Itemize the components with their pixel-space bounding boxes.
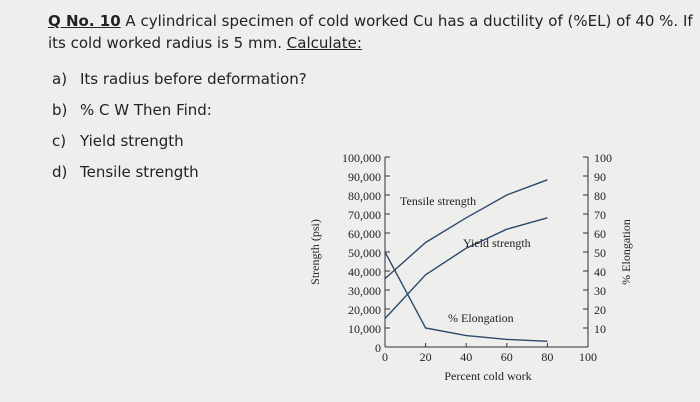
y2-tick-label: 70 <box>594 208 606 222</box>
x-axis-label: Percent cold work <box>444 369 531 383</box>
marker: d) <box>52 163 68 181</box>
x-tick-label: 0 <box>382 350 388 364</box>
y2-tick-label: 30 <box>594 284 606 298</box>
item: b) % C W Then Find: <box>52 101 307 132</box>
series-line <box>384 217 548 319</box>
y-tick-label: 90,000 <box>348 170 381 184</box>
x-tick-label: 60 <box>501 350 513 364</box>
y-tick-label: 20,000 <box>348 303 381 317</box>
y2-axis-label: % Elongation <box>619 219 633 285</box>
series-line <box>384 251 548 342</box>
x-tick-label: 80 <box>541 350 553 364</box>
series-label: Yield strength <box>463 236 531 250</box>
items: a) Its radius before deformation? b) % C W… <box>52 70 307 194</box>
y2-tick-label: 40 <box>594 265 606 279</box>
y-tick-label: 30,000 <box>348 284 381 298</box>
calculate-label: Calculate: <box>286 34 362 52</box>
y2-tick-label: 90 <box>594 170 606 184</box>
item-text: Yield strength <box>80 132 184 150</box>
item-text: Its radius before deformation? <box>80 70 307 88</box>
item: c) Yield strength <box>52 132 307 163</box>
y-tick-label: 50,000 <box>348 246 381 260</box>
x-tick-label: 20 <box>420 350 432 364</box>
y-tick-label: 80,000 <box>348 189 381 203</box>
y2-tick-label: 50 <box>594 246 606 260</box>
question-text: A cylindrical specimen of cold worked Cu… <box>48 12 693 52</box>
y-tick-label: 100,000 <box>342 151 381 165</box>
item-text: % C W <box>80 101 130 119</box>
y2-tick-label: 80 <box>594 189 606 203</box>
x-tick-label: 100 <box>579 350 597 364</box>
y-axis-label: Strength (psi) <box>308 219 322 285</box>
x-tick-label: 40 <box>460 350 472 364</box>
series-label: Tensile strength <box>400 194 476 208</box>
y-tick-label: 70,000 <box>348 208 381 222</box>
y-tick-label: 10,000 <box>348 322 381 336</box>
marker: a) <box>52 70 68 88</box>
series-line <box>384 179 548 280</box>
y2-tick-label: 10 <box>594 322 606 336</box>
y-tick-label: 40,000 <box>348 265 381 279</box>
y2-tick-label: 20 <box>594 303 606 317</box>
series-label: % Elongation <box>448 311 514 325</box>
y2-tick-label: 100 <box>594 151 612 165</box>
link[interactable]: Then Find: <box>133 101 212 119</box>
question-number: Q No. 10 <box>48 12 121 30</box>
marker: b) <box>52 101 68 119</box>
question: Q No. 10 A cylindrical specimen of cold … <box>48 10 698 54</box>
item-text: Tensile strength <box>80 163 199 181</box>
item: d) Tensile strength <box>52 163 307 194</box>
y-tick-label: 0 <box>375 341 381 355</box>
marker: c) <box>52 132 67 150</box>
y-tick-label: 60,000 <box>348 227 381 241</box>
y2-tick-label: 60 <box>594 227 606 241</box>
item: a) Its radius before deformation? <box>52 70 307 101</box>
